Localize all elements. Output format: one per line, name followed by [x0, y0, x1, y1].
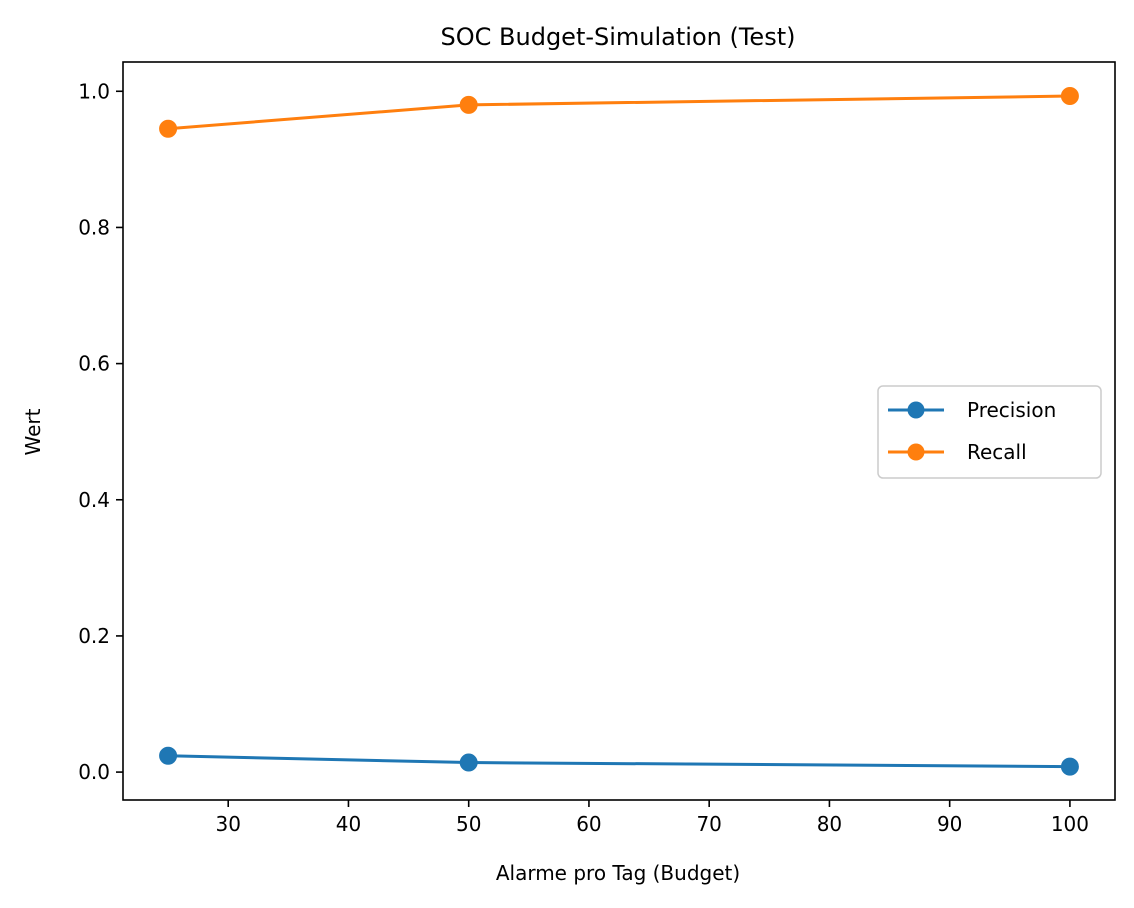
data-point-recall	[459, 95, 478, 114]
y-axis-label: Wert	[21, 408, 45, 455]
y-tick-label: 1.0	[78, 79, 110, 103]
x-tick-label: 90	[937, 812, 962, 836]
legend-marker-recall	[907, 443, 925, 461]
legend-label-precision: Precision	[967, 398, 1056, 422]
x-tick-label: 70	[696, 812, 721, 836]
axes-frame	[122, 61, 1116, 801]
y-axis: 0.0 0.2 0.4 0.6 0.8 1.0	[78, 79, 123, 784]
x-axis-label: Alarme pro Tag (Budget)	[496, 861, 740, 885]
data-point-precision	[159, 746, 178, 765]
x-axis: 30 40 50 60 70 80 90 100	[215, 800, 1089, 836]
data-point-recall	[159, 119, 178, 138]
x-tick-label: 50	[456, 812, 481, 836]
x-tick-label: 60	[576, 812, 601, 836]
y-tick-label: 0.4	[78, 488, 110, 512]
legend: Precision Recall	[877, 385, 1102, 479]
y-tick-label: 0.8	[78, 215, 110, 239]
x-tick-label: 80	[817, 812, 842, 836]
data-point-precision	[459, 753, 478, 772]
data-point-precision	[1060, 757, 1079, 776]
legend-label-recall: Recall	[967, 440, 1027, 464]
data-point-recall	[1060, 87, 1079, 106]
x-tick-label: 40	[336, 812, 361, 836]
x-tick-label: 30	[215, 812, 240, 836]
x-tick-label: 100	[1051, 812, 1089, 836]
y-tick-label: 0.6	[78, 352, 110, 376]
chart-title: SOC Budget-Simulation (Test)	[441, 23, 796, 51]
legend-marker-precision	[907, 401, 925, 419]
plot-area	[122, 61, 1116, 801]
y-tick-label: 0.0	[78, 760, 110, 784]
y-tick-label: 0.2	[78, 624, 110, 648]
series-layer	[159, 87, 1079, 776]
